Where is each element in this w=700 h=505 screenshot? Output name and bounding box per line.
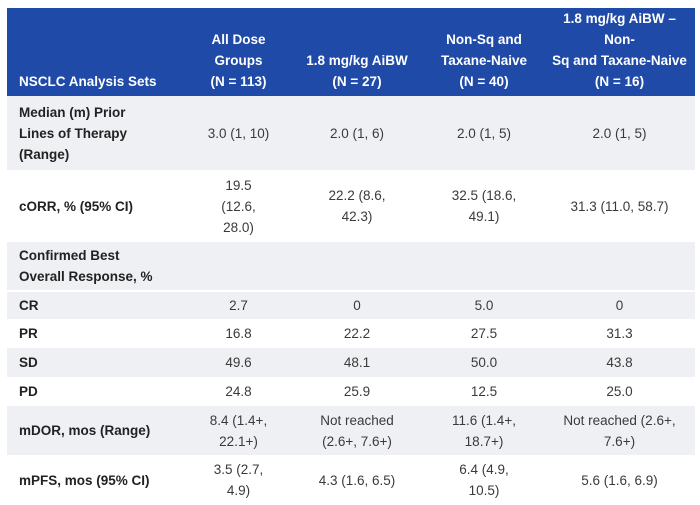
- cell-value: 27.5: [470, 326, 498, 341]
- cell-value: 22.2: [343, 326, 371, 341]
- row-label: Confirmed Best Overall Response, %: [19, 248, 153, 284]
- cell-empty: [290, 242, 424, 291]
- cell-value: 16.8: [225, 326, 252, 341]
- cell-value: 50.0: [470, 355, 498, 370]
- row-label: Median (m) Prior Lines of Therapy (Range): [19, 104, 128, 162]
- header-1-8-non-sq-taxane-naive: 1.8 mg/kg AiBW – Non- Sq and Taxane-Naive…: [552, 11, 687, 89]
- cell-value: 25.0: [606, 384, 633, 399]
- row-label: PD: [19, 384, 38, 399]
- cell-value: 49.6: [225, 355, 252, 370]
- page: NSCLC Analysis Sets All Dose Groups (N = 1…: [7, 8, 695, 498]
- row-mdor: mDOR, mos (Range) 8.4 (1.4+, 22.1+) Not r…: [7, 406, 695, 455]
- nsclc-results-table: NSCLC Analysis Sets All Dose Groups (N = 1…: [7, 8, 695, 505]
- cell-value: 31.3: [606, 326, 633, 341]
- cell-empty: [424, 242, 544, 291]
- row-label: cORR, % (95% CI): [19, 198, 134, 214]
- cell-value: Not reached (2.6+, 7.6+): [563, 412, 676, 449]
- header-all-dose-groups: All Dose Groups (N = 113): [210, 32, 267, 89]
- row-median-lines: Median (m) Prior Lines of Therapy (Range) …: [7, 96, 695, 170]
- cell-value: 0: [290, 290, 424, 319]
- cell-value: 2.0 (1, 5): [592, 125, 647, 141]
- cell-value: 25.9: [343, 384, 371, 399]
- row-label: mDOR, mos (Range): [19, 423, 151, 438]
- row-label: PR: [19, 326, 38, 341]
- cell-value: 19.5 (12.6, 28.0): [221, 177, 256, 235]
- cell-value: 3.5 (2.7, 4.9): [213, 462, 264, 498]
- cell-empty: [187, 242, 290, 291]
- row-pr: PR 16.8 22.2 27.5 31.3: [7, 319, 695, 348]
- cell-value: 31.3 (11.0, 58.7): [570, 198, 669, 214]
- cell-value: 5.0: [424, 290, 544, 319]
- header-1-8-mg-kg: 1.8 mg/kg AiBW (N = 27): [306, 53, 408, 89]
- cell-value: 4.3 (1.6, 6.5): [318, 472, 396, 488]
- cell-empty: [544, 242, 695, 291]
- header-non-sq-taxane-naive: Non-Sq and Taxane-Naive (N = 40): [440, 32, 528, 89]
- cell-value: 48.1: [343, 355, 371, 370]
- cell-value: 6.4 (4.9, 10.5): [459, 462, 509, 498]
- cell-value: 2.0 (1, 6): [329, 125, 385, 141]
- row-cr: CR 2.7 0 5.0 0: [7, 290, 695, 319]
- cell-value: 0: [544, 290, 695, 319]
- header-analysis-sets: NSCLC Analysis Sets: [19, 74, 157, 89]
- cell-value: 11.6 (1.4+, 18.7+): [452, 412, 516, 449]
- row-label: SD: [19, 355, 38, 370]
- row-sd: SD 49.6 48.1 50.0 43.8: [7, 348, 695, 377]
- row-mpfs: mPFS, mos (95% CI) 3.5 (2.7, 4.9) 4.3 (1.…: [7, 455, 695, 505]
- header-row: NSCLC Analysis Sets All Dose Groups (N = 1…: [7, 8, 695, 96]
- cell-value: Not reached (2.6+, 7.6+): [320, 412, 394, 449]
- cell-value: 43.8: [606, 355, 633, 370]
- cell-value: 2.0 (1, 5): [456, 125, 512, 141]
- cell-value: 24.8: [225, 384, 252, 399]
- cell-value: 22.2 (8.6, 42.3): [328, 188, 386, 224]
- row-confirmed-best-response: Confirmed Best Overall Response, %: [7, 242, 695, 291]
- cell-value: 12.5: [470, 384, 498, 399]
- cell-value: 5.6 (1.6, 6.9): [581, 472, 658, 488]
- cell-value: 32.5 (18.6, 49.1): [451, 188, 517, 224]
- row-label: mPFS, mos (95% CI): [19, 472, 150, 488]
- row-corr: cORR, % (95% CI) 19.5 (12.6, 28.0) 22.2 (8…: [7, 170, 695, 242]
- row-label: CR: [7, 290, 187, 319]
- row-pd: PD 24.8 25.9 12.5 25.0: [7, 377, 695, 406]
- cell-value: 2.7: [187, 290, 290, 319]
- cell-value: 8.4 (1.4+, 22.1+): [209, 412, 268, 449]
- cell-value: 3.0 (1, 10): [207, 125, 270, 141]
